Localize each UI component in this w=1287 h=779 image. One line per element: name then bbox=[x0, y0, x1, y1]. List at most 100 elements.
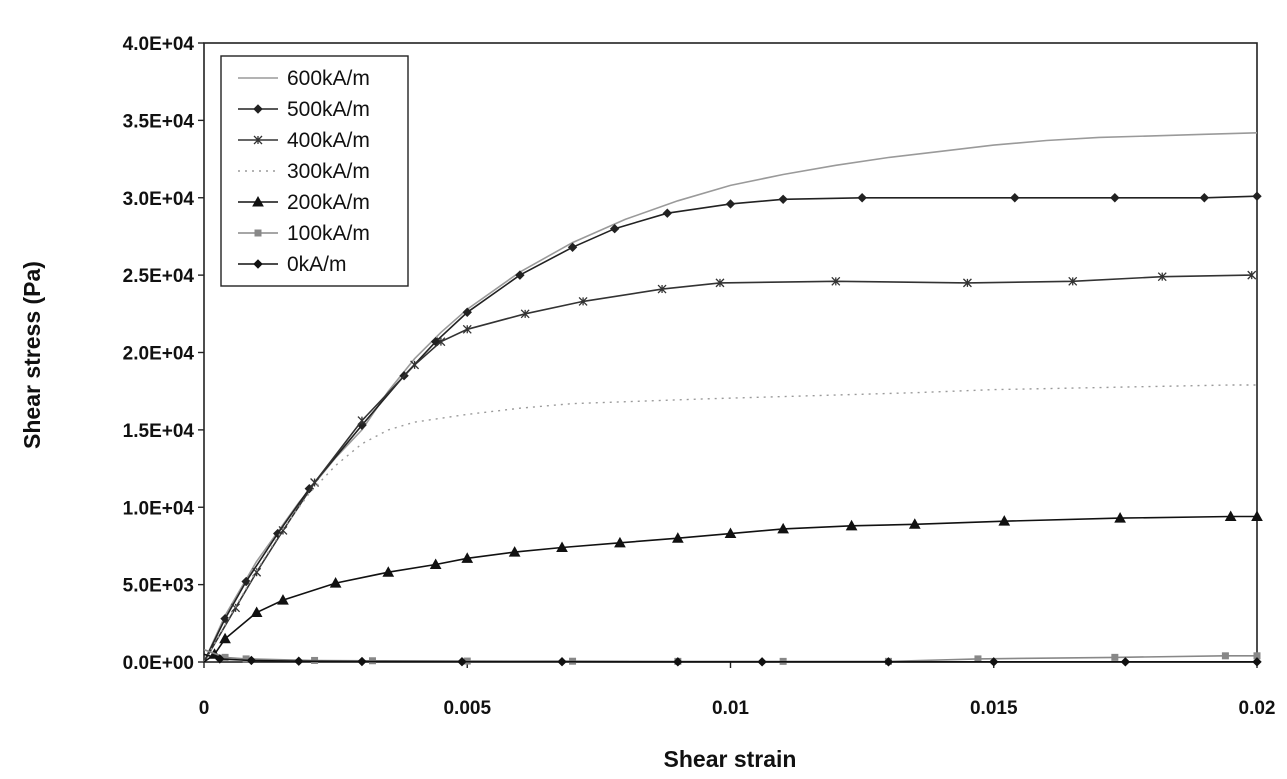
legend-label: 0kA/m bbox=[287, 253, 347, 276]
y-tick-label: 1.0E+04 bbox=[123, 498, 195, 519]
data-point bbox=[461, 552, 474, 563]
series-line bbox=[203, 195, 1258, 663]
data-point bbox=[219, 632, 231, 644]
data-point bbox=[277, 594, 289, 605]
data-point bbox=[725, 199, 736, 209]
data-point bbox=[989, 657, 999, 667]
y-tick-label: 2.0E+04 bbox=[123, 344, 195, 365]
y-tick-label: 5.0E+03 bbox=[123, 576, 194, 597]
data-point bbox=[609, 223, 620, 234]
y-tick-label: 1.5E+04 bbox=[123, 421, 195, 442]
legend: 600kA/m 500kA/m 400kA/m 300kA/m 200kA/m 100kA… bbox=[220, 55, 409, 287]
data-point bbox=[357, 656, 367, 667]
data-point bbox=[724, 527, 737, 539]
data-point bbox=[294, 656, 304, 666]
x-tick-label: 0.01 bbox=[712, 698, 749, 719]
legend-item: 100kA/m bbox=[238, 222, 370, 245]
data-point bbox=[556, 541, 568, 552]
data-point bbox=[883, 657, 894, 667]
data-point bbox=[1110, 193, 1120, 203]
data-point bbox=[1157, 272, 1167, 282]
data-point bbox=[250, 606, 263, 617]
data-point bbox=[220, 613, 230, 624]
legend-item: 400kA/m bbox=[238, 129, 370, 152]
data-point bbox=[429, 558, 442, 570]
data-point bbox=[462, 324, 472, 334]
y-tick-label: 3.0E+04 bbox=[123, 189, 195, 210]
y-tick-label: 2.5E+04 bbox=[123, 266, 195, 287]
legend-label: 500kA/m bbox=[287, 98, 370, 121]
legend-label: 300kA/m bbox=[287, 160, 370, 183]
y-tick-label: 4.0E+04 bbox=[123, 34, 195, 55]
x-axis-title: Shear strain bbox=[664, 746, 797, 772]
data-point bbox=[1111, 653, 1119, 661]
data-point bbox=[410, 360, 420, 370]
legend-marker bbox=[254, 229, 262, 237]
series-0ka-m bbox=[203, 653, 1262, 667]
data-point bbox=[578, 296, 588, 306]
legend-label: 200kA/m bbox=[287, 191, 370, 214]
data-point bbox=[241, 576, 251, 587]
data-point bbox=[567, 242, 578, 252]
data-point bbox=[1010, 193, 1020, 203]
y-axis-title: Shear stress (Pa) bbox=[19, 261, 45, 449]
data-point bbox=[672, 532, 684, 543]
data-point bbox=[1120, 657, 1131, 667]
data-point bbox=[457, 656, 467, 667]
data-point bbox=[329, 577, 342, 588]
data-point bbox=[673, 657, 683, 667]
data-point bbox=[1199, 193, 1210, 203]
data-point bbox=[1251, 510, 1263, 522]
x-tick-label: 0.015 bbox=[970, 698, 1018, 719]
data-point bbox=[515, 270, 525, 280]
data-point bbox=[962, 278, 972, 288]
legend-item: 0kA/m bbox=[238, 253, 347, 276]
data-point bbox=[1252, 191, 1262, 201]
data-point bbox=[1114, 512, 1126, 523]
data-point bbox=[657, 284, 667, 294]
series-300ka-m bbox=[203, 384, 1257, 663]
x-tick-label: 0 bbox=[199, 698, 210, 719]
legend-item: 300kA/m bbox=[238, 160, 370, 183]
series-line bbox=[203, 384, 1257, 663]
data-point bbox=[757, 657, 767, 667]
x-axis: 0 0.005 0.01 0.015 0.02 bbox=[199, 662, 1276, 719]
data-point bbox=[778, 194, 788, 205]
data-point bbox=[1224, 510, 1237, 522]
data-point bbox=[357, 416, 367, 426]
data-point bbox=[1247, 270, 1257, 280]
data-point bbox=[998, 515, 1011, 526]
series-line bbox=[203, 274, 1252, 663]
data-point bbox=[311, 656, 319, 664]
data-point bbox=[382, 566, 395, 577]
y-axis: 0.0E+00 5.0E+03 1.0E+04 1.5E+04 2.0E+04 2.5E+… bbox=[123, 34, 204, 674]
data-point bbox=[557, 656, 567, 667]
series-200ka-m bbox=[203, 510, 1263, 663]
data-point bbox=[777, 522, 789, 534]
data-point bbox=[831, 276, 841, 286]
series-layer bbox=[203, 132, 1263, 667]
data-point bbox=[614, 536, 626, 548]
legend-item: 200kA/m bbox=[238, 191, 370, 214]
legend-item: 500kA/m bbox=[238, 98, 370, 121]
legend-label: 100kA/m bbox=[287, 222, 370, 245]
legend-marker bbox=[253, 104, 263, 114]
series-400ka-m bbox=[203, 270, 1257, 663]
data-point bbox=[857, 193, 867, 203]
data-point bbox=[246, 655, 257, 666]
legend-label: 400kA/m bbox=[287, 129, 370, 152]
data-point bbox=[662, 208, 673, 218]
data-point bbox=[1068, 276, 1078, 286]
data-point bbox=[215, 654, 225, 664]
data-point bbox=[1221, 652, 1229, 660]
x-tick-label: 0.005 bbox=[443, 698, 491, 719]
data-point bbox=[436, 337, 446, 347]
data-point bbox=[908, 518, 921, 529]
x-tick-label: 0.02 bbox=[1239, 698, 1276, 719]
data-point bbox=[520, 309, 530, 319]
legend-label: 600kA/m bbox=[287, 67, 370, 90]
data-point bbox=[231, 603, 241, 613]
y-tick-label: 3.5E+04 bbox=[123, 111, 195, 132]
